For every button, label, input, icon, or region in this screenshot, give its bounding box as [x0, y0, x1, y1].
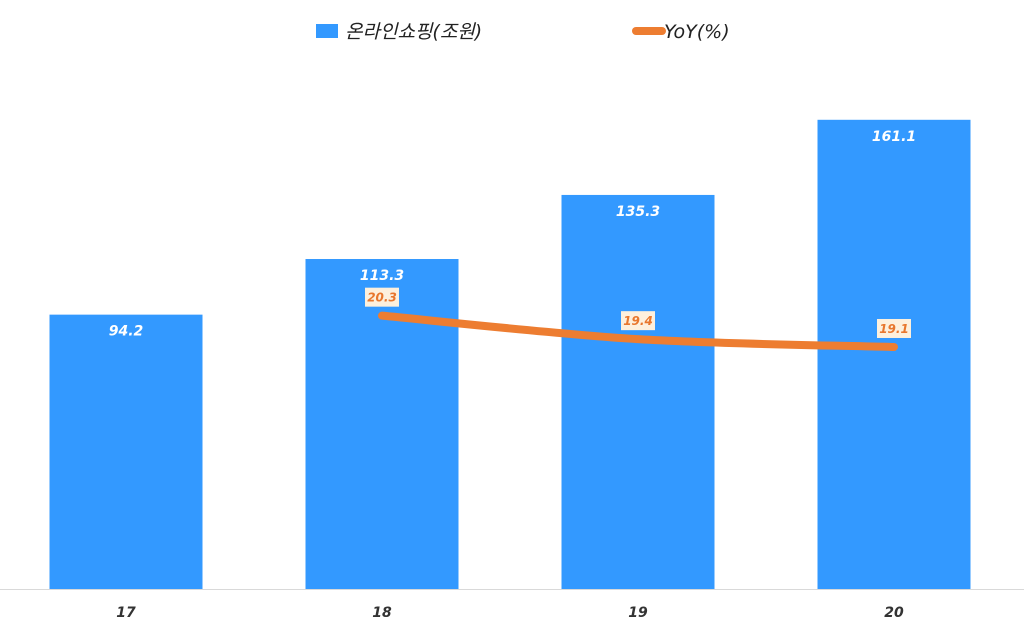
legend-label-bar: 온라인쇼핑(조원) — [345, 21, 482, 43]
yoy-line — [378, 311, 898, 351]
bar-labels-group: 94.2 113.3 135.3 161.1 — [109, 129, 916, 340]
yoy-label-bg-18 — [365, 287, 399, 307]
yoy-label-bg-20 — [877, 318, 911, 338]
yoy-value-label-20: 19.1 — [879, 322, 909, 336]
bar-value-label-20: 161.1 — [872, 129, 916, 145]
x-tick-labels-group: 17 18 19 20 — [116, 605, 904, 621]
bar-17 — [49, 314, 203, 589]
legend-label-line: YoY(%) — [664, 21, 730, 43]
bar-value-label-19: 135.3 — [616, 204, 660, 220]
bars-group — [49, 119, 971, 589]
x-tick-label-19: 19 — [628, 605, 648, 621]
yoy-line-group: 20.3 19.4 19.1 — [365, 287, 911, 351]
legend: 온라인쇼핑(조원) YoY(%) — [316, 21, 730, 43]
bar-18 — [305, 259, 459, 589]
yoy-value-label-19: 19.4 — [623, 314, 653, 328]
bar-20 — [817, 119, 971, 589]
bar-19 — [561, 194, 715, 589]
x-tick-label-17: 17 — [116, 605, 136, 621]
x-tick-label-18: 18 — [372, 605, 392, 621]
yoy-label-bg-19 — [621, 311, 655, 331]
legend-swatch-bar — [316, 24, 338, 38]
yoy-value-label-18: 20.3 — [367, 291, 397, 305]
bar-value-label-17: 94.2 — [109, 324, 144, 340]
x-tick-label-20: 20 — [884, 605, 904, 621]
bar-value-label-18: 113.3 — [360, 268, 404, 284]
